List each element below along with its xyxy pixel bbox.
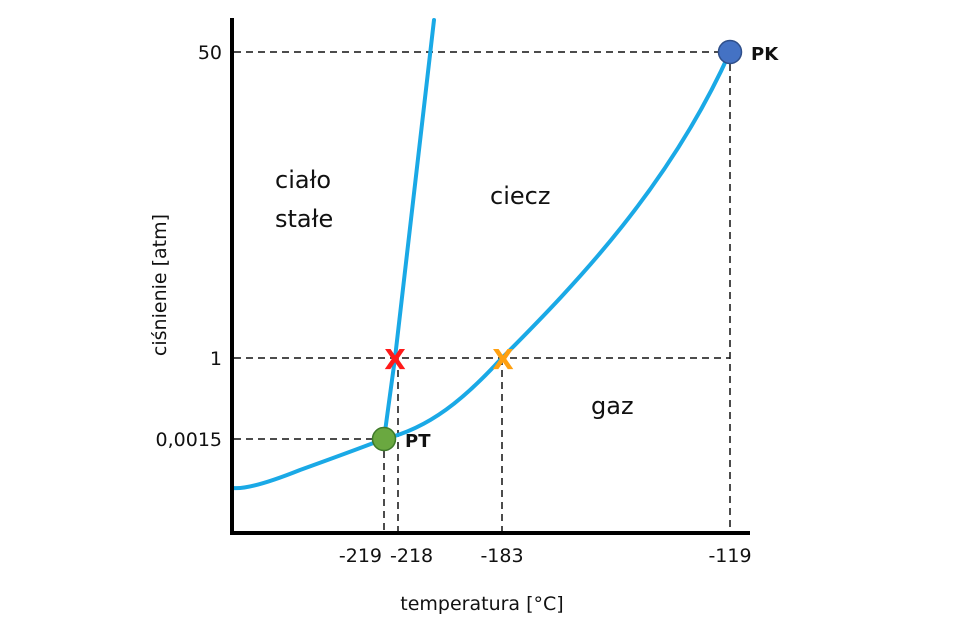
region-gas: gaz	[591, 392, 634, 420]
region-solid-line1: ciało	[275, 166, 331, 194]
melting-curve	[382, 18, 436, 441]
sublimation-curve	[231, 437, 386, 491]
y-tick-50: 50	[198, 42, 222, 64]
x-axis-title: temperatura [°C]	[400, 593, 563, 615]
melting-point-marker: X	[384, 343, 406, 376]
vaporization-curve	[382, 50, 732, 441]
y-tick-0-0015: 0,0015	[156, 429, 222, 451]
x-tick-minus-218: -218	[390, 545, 433, 567]
guide-lines	[234, 51, 731, 533]
x-tick-minus-219: -219	[339, 545, 382, 567]
y-tick-1: 1	[210, 348, 222, 370]
triple-point-label: PT	[405, 431, 431, 452]
region-liquid: ciecz	[490, 182, 550, 210]
x-tick-minus-183: -183	[480, 545, 523, 567]
y-axis-title: ciśnienie [atm]	[149, 214, 171, 356]
critical-point-label: PK	[751, 44, 779, 65]
boiling-point-marker: X	[492, 343, 514, 376]
region-solid-line2: stałe	[275, 205, 333, 233]
x-tick-minus-119: -119	[708, 545, 751, 567]
critical-point	[717, 39, 743, 65]
triple-point	[371, 426, 397, 452]
